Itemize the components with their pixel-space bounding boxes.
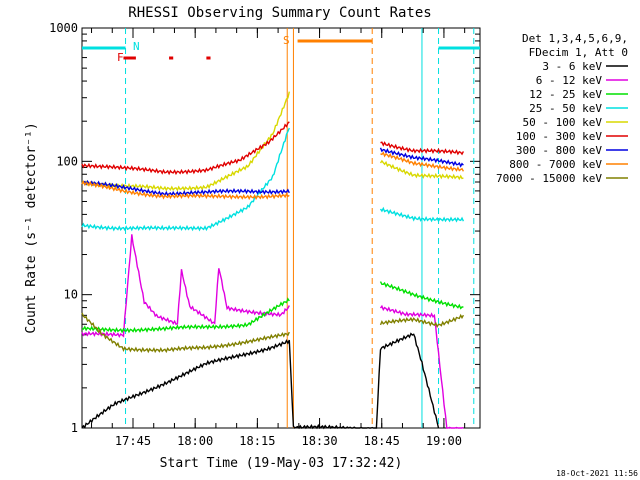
x-tick-label: 18:45 [364, 434, 400, 448]
series-line [81, 91, 464, 192]
y-tick-label: 10 [64, 288, 78, 302]
legend-entry: 25 - 50 keV [529, 102, 602, 115]
legend-entry: 300 - 800 keV [516, 144, 602, 157]
series-line [81, 281, 464, 334]
plot-frame [81, 27, 481, 429]
timestamp: 18-Oct-2021 11:56 [556, 469, 638, 478]
legend-entry: 12 - 25 keV [529, 88, 602, 101]
series-line [81, 121, 465, 176]
series-layer [81, 91, 465, 430]
x-tick-label: 17:45 [115, 434, 151, 448]
y-tick-label: 1000 [49, 21, 78, 35]
x-tick-label: 18:00 [177, 434, 213, 448]
legend-entry: 7000 - 15000 keV [496, 172, 602, 185]
legend-header: FDecim 1, Att 0 [529, 46, 628, 59]
y-axis: 1 10 100 1000 [49, 21, 480, 435]
x-tick-label: 19:00 [426, 434, 462, 448]
x-axis-label: Start Time (19-May-03 17:32:42) [160, 456, 403, 471]
n-flag-label: N [133, 40, 140, 53]
y-axis-label: Count Rate (s⁻¹ detector⁻¹) [24, 122, 39, 333]
y-tick-label: 1 [71, 421, 78, 435]
x-tick-label: 18:15 [239, 434, 275, 448]
legend-entry: 50 - 100 keV [523, 116, 603, 129]
series-line [81, 312, 465, 354]
legend-entry: 6 - 12 keV [536, 74, 603, 87]
series-line [81, 147, 464, 197]
flag-labels: N S F [117, 34, 290, 64]
x-tick-label: 18:30 [301, 434, 337, 448]
chart-title: RHESSI Observing Summary Count Rates [128, 5, 431, 21]
legend: Det 1,3,4,5,6,9,FDecim 1, Att 03 - 6 keV… [496, 32, 628, 185]
legend-entry: 100 - 300 keV [516, 130, 602, 143]
legend-header: Det 1,3,4,5,6,9, [522, 32, 628, 45]
s-flag-label: S [283, 34, 290, 47]
legend-entry: 3 - 6 keV [542, 60, 602, 73]
y-tick-label: 100 [56, 154, 78, 168]
series-line [81, 127, 465, 232]
series-line [81, 234, 464, 429]
x-axis: 17:45 18:00 18:15 18:30 18:45 19:00 [91, 28, 466, 448]
legend-entry: 800 - 7000 keV [509, 158, 602, 171]
f-flag-label: F [117, 51, 124, 64]
series-line [81, 332, 440, 430]
series-line [81, 151, 465, 201]
